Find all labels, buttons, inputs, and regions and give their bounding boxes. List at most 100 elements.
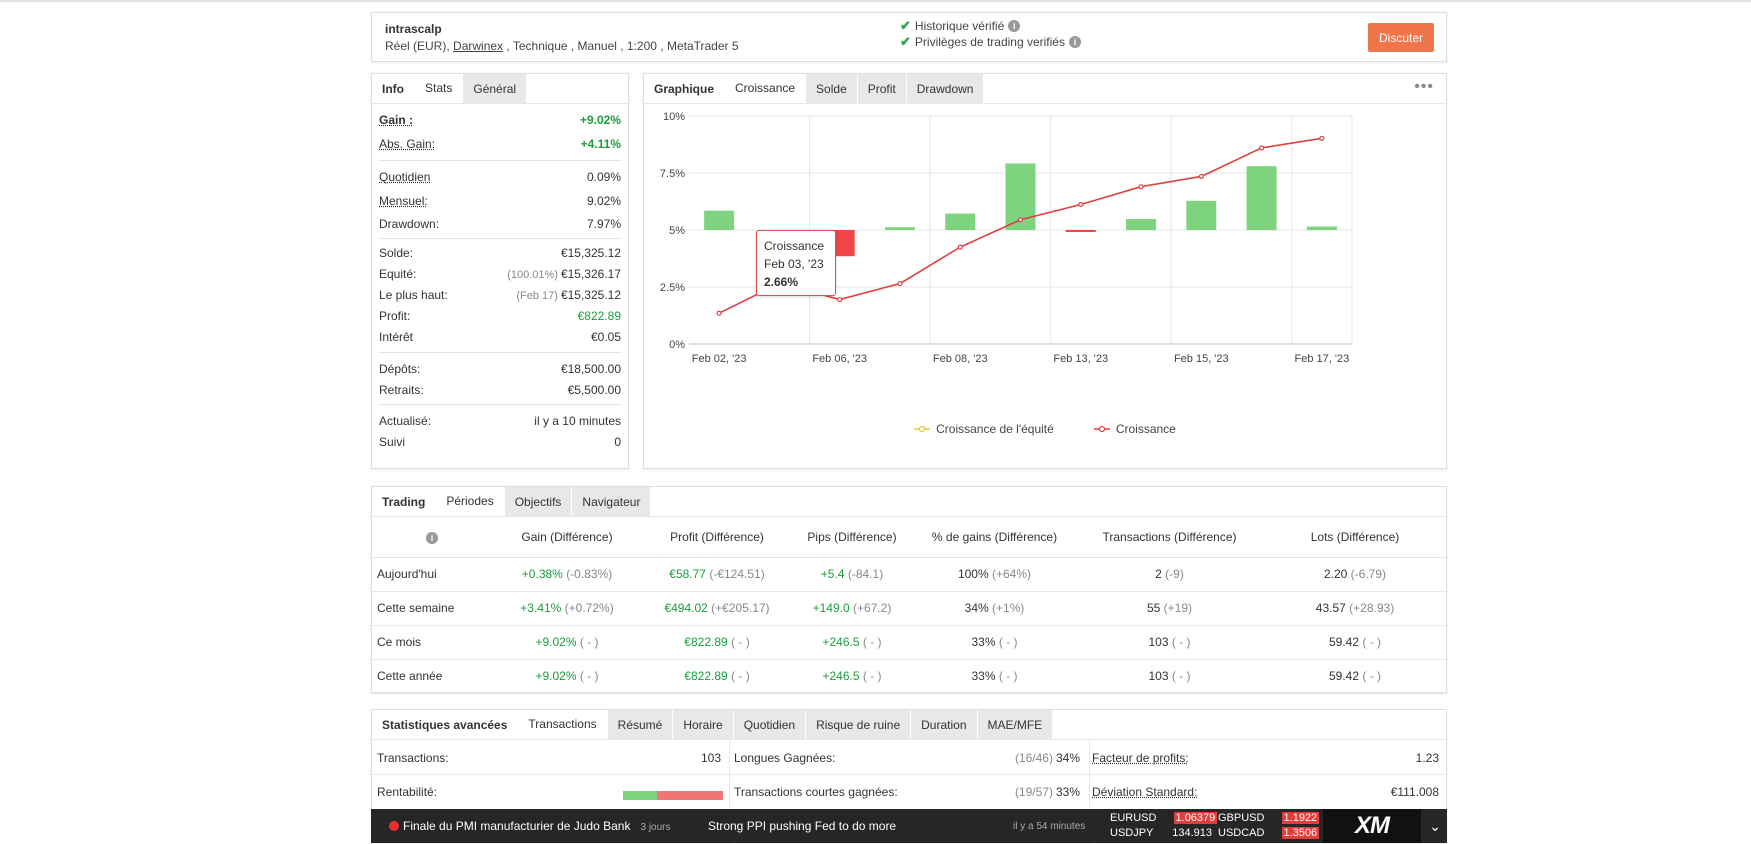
stat-monthly: Mensuel: 9.02% xyxy=(379,194,621,208)
stat-value: €5,500.00 xyxy=(568,383,621,397)
adv-label: Transactions courtes gagnées: xyxy=(734,785,898,799)
stat-label: Suivi xyxy=(379,435,405,449)
news-headline: Finale du PMI manufacturier de Judo Bank xyxy=(403,819,630,833)
legend-label: Croissance xyxy=(1116,422,1176,436)
growth-point[interactable] xyxy=(1320,136,1324,140)
cell-difference: ( - ) xyxy=(1172,635,1191,649)
account-name: intrascalp xyxy=(385,22,442,36)
cell-value: +246.5 xyxy=(822,669,859,683)
info-icon[interactable]: i xyxy=(426,532,438,544)
adv-label: Transactions: xyxy=(377,751,449,765)
chevron-down-icon[interactable]: ⌄ xyxy=(1429,818,1441,835)
chart-bar[interactable] xyxy=(1066,230,1096,232)
stat-value: 0.09% xyxy=(587,170,621,184)
verified-history-label: Historique vérifié xyxy=(915,19,1004,33)
adv-label: Longues Gagnées: xyxy=(734,751,835,765)
stat-value: il y a 10 minutes xyxy=(534,414,621,428)
table-cell: Ce mois xyxy=(372,625,492,659)
cell-difference: (+0.72%) xyxy=(565,601,614,615)
cell-difference: ( - ) xyxy=(1362,635,1381,649)
growth-point[interactable] xyxy=(958,245,962,249)
legend-growth[interactable]: Croissance xyxy=(1094,422,1176,436)
stat-label[interactable]: Abs. Gain: xyxy=(379,137,435,151)
highest-amount: €15,325.12 xyxy=(561,288,621,302)
growth-point[interactable] xyxy=(1019,218,1023,222)
quote-usdcad[interactable]: USDCAD 1.3506 xyxy=(1218,827,1319,839)
live-dot-icon xyxy=(389,821,399,831)
ticker-news-2[interactable]: Strong PPI pushing Fed to do more xyxy=(708,819,896,833)
tab-general[interactable]: Général xyxy=(463,74,527,103)
x-tick-label: Feb 15, '23 xyxy=(1174,353,1229,365)
stat-gain: Gain : +9.02% xyxy=(379,113,621,127)
tab-mae-mfe[interactable]: MAE/MFE xyxy=(978,710,1054,739)
news-ticker: Finale du PMI manufacturier de Judo Bank… xyxy=(371,809,1447,843)
tab-solde[interactable]: Solde xyxy=(806,74,858,103)
adv-trades: Transactions: 103 xyxy=(377,751,721,765)
adv-value: (16/46) 34% xyxy=(1015,751,1080,765)
stats-tabs: Info Stats Général xyxy=(372,74,628,104)
stat-updated: Actualisé: il y a 10 minutes xyxy=(379,414,621,428)
info-icon[interactable]: i xyxy=(1008,20,1020,32)
check-icon: ✔ xyxy=(900,18,911,34)
cell-difference: (-9) xyxy=(1165,567,1184,581)
cell-difference: ( - ) xyxy=(1362,669,1381,683)
growth-point[interactable] xyxy=(1079,202,1083,206)
growth-point[interactable] xyxy=(1199,174,1203,178)
quote-gbpusd[interactable]: GBPUSD 1.1922 xyxy=(1218,812,1319,824)
chart-bar[interactable] xyxy=(1126,219,1156,230)
tab-quotidien[interactable]: Quotidien xyxy=(734,710,806,739)
tab-profit[interactable]: Profit xyxy=(858,74,907,103)
broker-link[interactable]: Darwinex xyxy=(453,39,503,53)
legend-equity-growth[interactable]: Croissance de l'équité xyxy=(914,422,1054,436)
tab-navigateur[interactable]: Navigateur xyxy=(572,487,651,516)
cell-value: +9.02% xyxy=(535,635,576,649)
chart-bar[interactable] xyxy=(1247,166,1277,230)
growth-point[interactable] xyxy=(717,311,721,315)
tab-objectifs[interactable]: Objectifs xyxy=(505,487,573,516)
tab-periodes[interactable]: Périodes xyxy=(436,487,504,516)
stat-label[interactable]: Gain : xyxy=(379,113,413,127)
legend-equity-marker xyxy=(914,425,930,433)
quote-eurusd[interactable]: EURUSD 1.06379 xyxy=(1110,812,1217,824)
tab-graphique[interactable]: Graphique xyxy=(644,74,725,103)
tab-duration[interactable]: Duration xyxy=(911,710,977,739)
growth-point[interactable] xyxy=(898,282,902,286)
stat-drawdown: Drawdown: 7.97% xyxy=(379,217,621,231)
stat-label[interactable]: Mensuel: xyxy=(379,194,428,208)
growth-point[interactable] xyxy=(838,298,842,302)
adv-short-won: Transactions courtes gagnées: (19/57) 33% xyxy=(734,785,1080,799)
growth-point[interactable] xyxy=(1139,185,1143,189)
chart-bar[interactable] xyxy=(945,214,975,230)
tab-trading[interactable]: Trading xyxy=(372,487,436,516)
stat-label[interactable]: Quotidien xyxy=(379,170,430,184)
tab-croissance[interactable]: Croissance xyxy=(725,74,806,103)
column-header: Pips (Différence) xyxy=(792,517,912,557)
cell-difference: (+19) xyxy=(1164,601,1192,615)
chart-bar[interactable] xyxy=(1186,201,1216,230)
chart-bar[interactable] xyxy=(885,227,915,230)
tab-advanced-stats[interactable]: Statistiques avancées xyxy=(372,710,518,739)
ticker-news-1[interactable]: Finale du PMI manufacturier de Judo Bank… xyxy=(403,819,671,833)
tab-transactions[interactable]: Transactions xyxy=(518,710,607,739)
chart-bar[interactable] xyxy=(704,211,734,230)
tab-stats[interactable]: Stats xyxy=(415,74,463,103)
equity-percent: (100.01%) xyxy=(507,269,558,281)
tab-resume[interactable]: Résumé xyxy=(608,710,674,739)
adv-label[interactable]: Facteur de profits: xyxy=(1092,751,1189,765)
xm-logo[interactable]: XM xyxy=(1323,809,1421,843)
chart-bar[interactable] xyxy=(1307,227,1337,230)
quote-usdjpy[interactable]: USDJPY 134.913 xyxy=(1110,827,1214,839)
discuss-button[interactable]: Discuter xyxy=(1368,23,1434,52)
info-icon[interactable]: i xyxy=(1069,36,1081,48)
growth-point[interactable] xyxy=(1260,146,1264,150)
tab-info[interactable]: Info xyxy=(372,74,415,103)
stat-label: Profit: xyxy=(379,309,410,323)
tab-risk-of-ruin[interactable]: Risque de ruine xyxy=(806,710,911,739)
tab-drawdown[interactable]: Drawdown xyxy=(907,74,985,103)
table-cell: 33% ( - ) xyxy=(912,659,1077,693)
tab-horaire[interactable]: Horaire xyxy=(673,710,733,739)
adv-label[interactable]: Déviation Standard: xyxy=(1092,785,1197,799)
advanced-tabs: Statistiques avancées Transactions Résum… xyxy=(372,710,1446,740)
more-options-icon[interactable]: ••• xyxy=(1414,78,1434,96)
cell-difference: (-0.83%) xyxy=(566,567,612,581)
